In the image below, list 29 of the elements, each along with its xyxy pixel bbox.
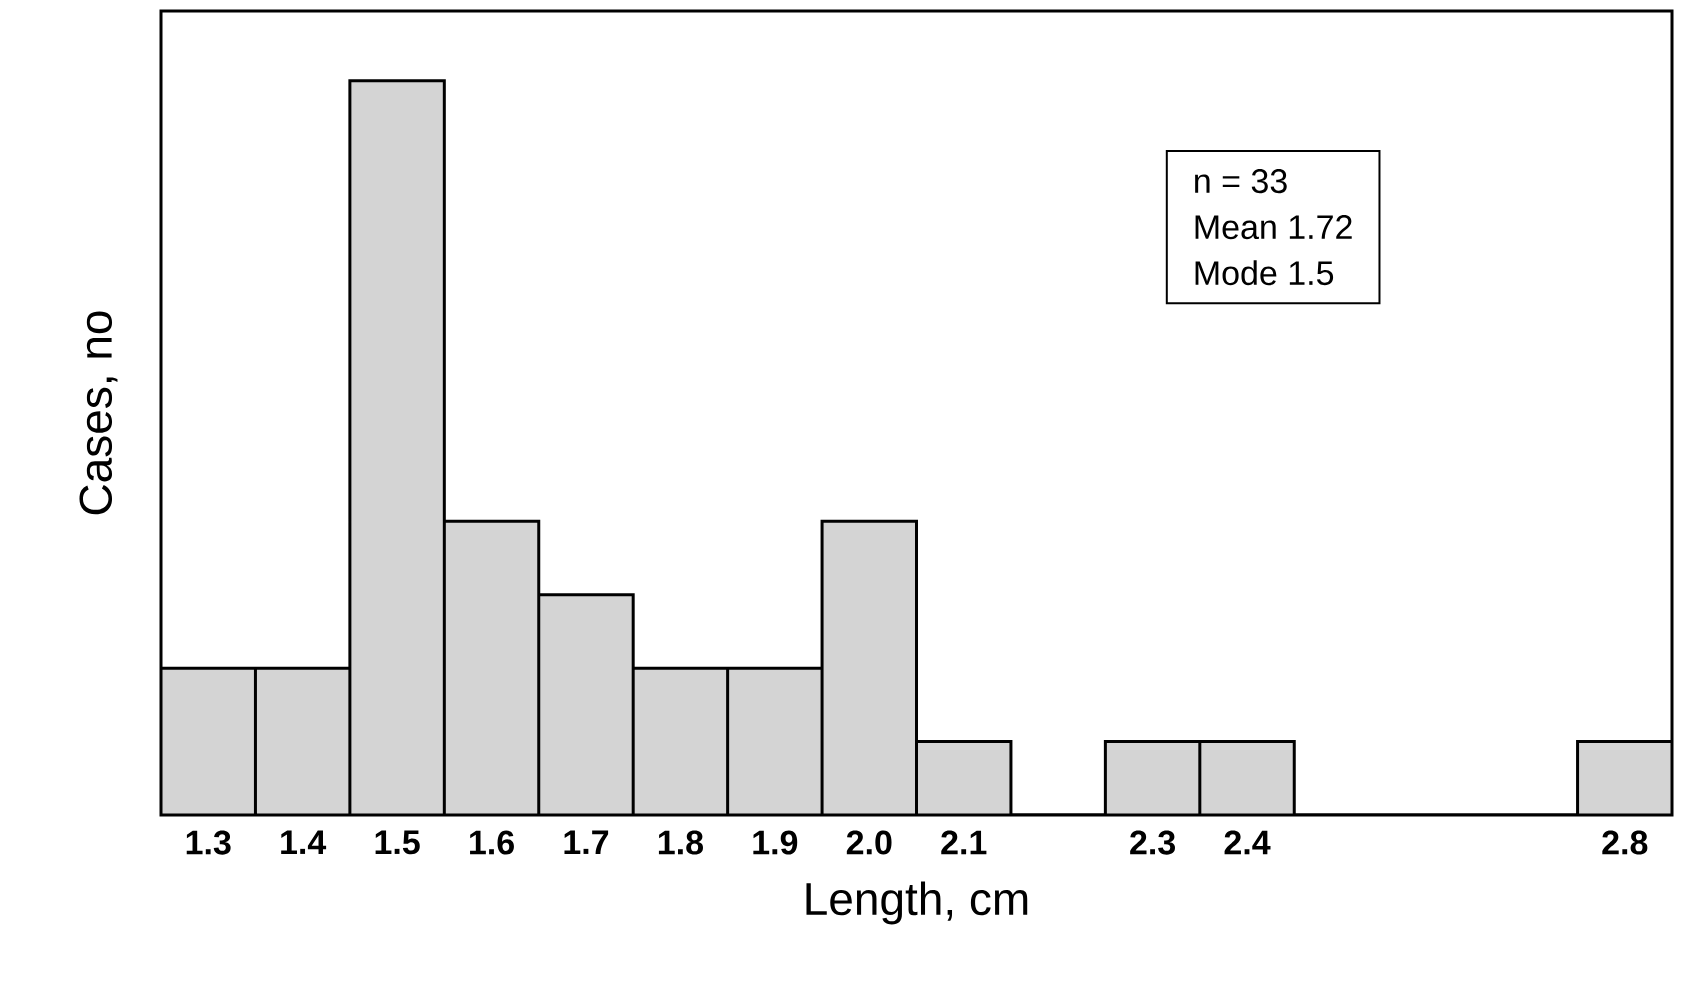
x-axis-title: Length, cm: [806, 881, 1028, 925]
bar: [161, 668, 256, 815]
x-tick-label: 1.4: [281, 830, 327, 854]
bar: [1105, 741, 1200, 815]
x-tick-label: 2.0: [846, 830, 892, 855]
x-tick-label: 1.6: [470, 830, 514, 855]
x-tick-label: 1.9: [753, 830, 798, 855]
annotation: n = 33: [1195, 169, 1287, 194]
bar: [822, 521, 917, 815]
x-tick-label: 1.8: [658, 830, 703, 855]
annotation: Mode 1.5: [1195, 260, 1334, 286]
bar: [255, 668, 350, 815]
bar: [349, 80, 445, 815]
bar: [1576, 740, 1672, 815]
y-axis-title: Cases, no: [79, 311, 118, 515]
annotation: Mean 1.72: [1195, 215, 1352, 240]
bar: [444, 521, 539, 815]
bar: [727, 668, 823, 815]
x-tick-label: 1.5: [375, 830, 420, 855]
x-tick-label: 2.4: [1224, 830, 1271, 855]
x-tick-label: 2.8: [1602, 830, 1648, 855]
bar: [538, 594, 634, 815]
bar: [1199, 741, 1295, 815]
bar: [633, 668, 728, 815]
bar: [916, 741, 1011, 815]
x-tick-label: 2.1: [941, 830, 987, 855]
x-tick-label: 1.7: [564, 830, 609, 854]
x-tick-label: 1.3: [186, 830, 231, 855]
x-tick-label: 2.3: [1130, 830, 1175, 855]
